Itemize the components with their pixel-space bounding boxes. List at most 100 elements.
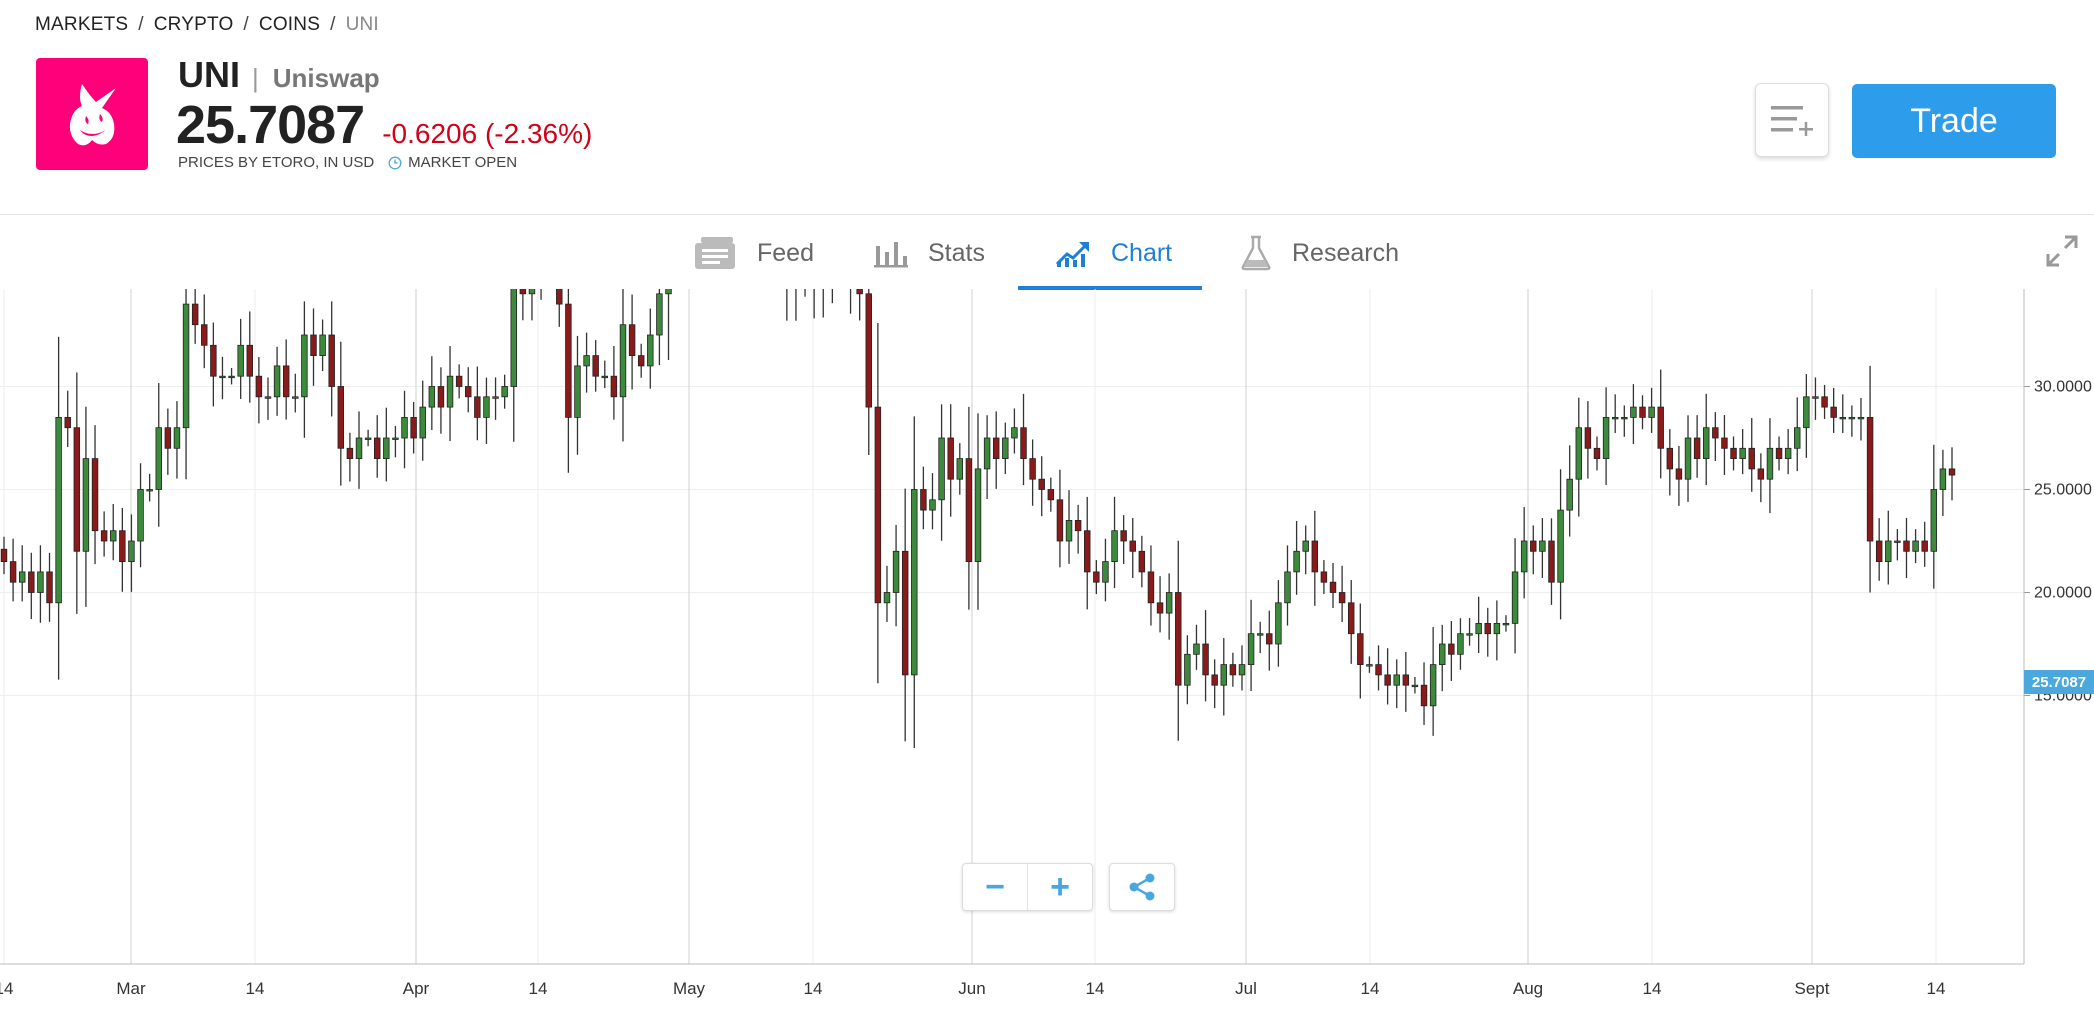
feed-icon bbox=[693, 235, 737, 271]
add-to-watchlist-icon bbox=[1771, 106, 1813, 136]
candle bbox=[1393, 659, 1400, 709]
candle bbox=[146, 473, 153, 502]
candle-body bbox=[1338, 592, 1346, 604]
candle-body bbox=[155, 427, 162, 490]
candle bbox=[246, 311, 253, 403]
candle-body bbox=[182, 303, 190, 429]
candle bbox=[1675, 445, 1683, 506]
zoom-out-button[interactable]: − bbox=[985, 867, 1005, 906]
candle bbox=[1020, 393, 1027, 486]
candle bbox=[1621, 405, 1628, 437]
candle-body bbox=[1584, 427, 1592, 449]
candle-body bbox=[1038, 478, 1045, 490]
candle-body bbox=[1903, 540, 1910, 552]
candle-body bbox=[228, 375, 235, 379]
x-tick-label: 14 bbox=[529, 979, 548, 998]
breadcrumb-separator: / bbox=[243, 14, 249, 35]
candle bbox=[1311, 510, 1319, 606]
breadcrumb-coins[interactable]: COINS bbox=[258, 14, 321, 35]
expand-icon[interactable] bbox=[2044, 233, 2080, 269]
candle bbox=[1211, 659, 1218, 709]
add-to-watchlist-button[interactable] bbox=[1755, 83, 1829, 157]
instrument-header: UNI | Uniswap bbox=[178, 54, 380, 96]
price-chart[interactable]: 40.000035.000030.000025.000020.000015.00… bbox=[0, 289, 2094, 1010]
candle bbox=[1384, 648, 1391, 705]
candle bbox=[1302, 525, 1309, 575]
candle-body bbox=[1839, 416, 1846, 420]
active-tab-indicator bbox=[1018, 286, 1202, 290]
candle-body bbox=[501, 386, 508, 398]
y-tick-label: 20.0000 bbox=[2034, 585, 2092, 602]
candle bbox=[1885, 510, 1892, 585]
candle-body bbox=[1047, 489, 1055, 501]
y-tick-label: 35.0000 bbox=[2034, 289, 2092, 293]
share-button[interactable] bbox=[1109, 863, 1175, 911]
ticker-separator: | bbox=[252, 63, 259, 93]
candle bbox=[73, 372, 81, 614]
zoom-in-button[interactable]: + bbox=[1027, 864, 1092, 910]
candle-body bbox=[401, 416, 408, 439]
candle bbox=[804, 289, 806, 297]
candle bbox=[1065, 490, 1073, 564]
candle-body bbox=[1593, 447, 1601, 460]
candle-body bbox=[1575, 427, 1583, 480]
flask-icon bbox=[1240, 235, 1272, 271]
tab-feed[interactable]: Feed bbox=[693, 215, 814, 291]
candle bbox=[556, 289, 563, 327]
candle-body bbox=[1502, 622, 1510, 626]
candle-body bbox=[273, 365, 281, 398]
candle bbox=[1011, 408, 1018, 454]
zoom-controls: − + bbox=[962, 863, 1093, 911]
tab-stats[interactable]: Stats bbox=[874, 215, 985, 291]
candle bbox=[446, 346, 454, 441]
candle-body bbox=[1885, 540, 1892, 563]
candle bbox=[822, 289, 824, 318]
clock-icon bbox=[388, 156, 402, 170]
candle bbox=[1402, 651, 1410, 712]
candle-body bbox=[1093, 571, 1100, 583]
candle-body bbox=[1411, 684, 1419, 688]
candle-body bbox=[100, 530, 108, 542]
candle-body bbox=[1948, 468, 1956, 476]
candle-body bbox=[1156, 602, 1164, 614]
candle bbox=[228, 367, 235, 385]
candle-body bbox=[1921, 540, 1928, 552]
candle bbox=[901, 488, 909, 742]
tab-research[interactable]: Research bbox=[1240, 215, 1399, 291]
price-change: -0.6206 (-2.36%) bbox=[382, 118, 593, 149]
candle bbox=[1002, 422, 1009, 475]
candle-body bbox=[465, 386, 472, 398]
candle-body bbox=[1466, 633, 1473, 636]
chart-grid bbox=[0, 289, 2024, 964]
chart-controls: − + bbox=[962, 863, 1175, 911]
x-tick-label: 14 bbox=[1086, 979, 1105, 998]
candle-body bbox=[947, 437, 954, 480]
candle-body bbox=[392, 437, 399, 440]
candle bbox=[1912, 529, 1919, 564]
candle bbox=[637, 343, 645, 378]
candle bbox=[1411, 676, 1419, 694]
candle-body bbox=[1129, 540, 1136, 552]
candle-body bbox=[1721, 437, 1728, 449]
x-tick-label: Jul bbox=[1235, 979, 1257, 998]
candle-body bbox=[1002, 437, 1009, 460]
trade-button[interactable]: Trade bbox=[1852, 84, 2056, 158]
candle bbox=[1147, 545, 1155, 626]
candle-body bbox=[1848, 416, 1856, 420]
candle bbox=[1930, 444, 1938, 589]
breadcrumb-crypto[interactable]: CRYPTO bbox=[153, 14, 234, 35]
candle bbox=[82, 406, 90, 607]
candle bbox=[1220, 638, 1227, 716]
breadcrumb-markets[interactable]: MARKETS bbox=[35, 14, 129, 35]
candle-body bbox=[1939, 468, 1947, 490]
candle-body bbox=[1256, 633, 1264, 636]
candle-body bbox=[1666, 447, 1674, 470]
tab-chart[interactable]: Chart bbox=[1055, 215, 1172, 291]
candle bbox=[1193, 624, 1200, 670]
candle-body bbox=[865, 293, 872, 408]
chart-axes: 40.000035.000030.000025.000020.000015.00… bbox=[0, 289, 2092, 998]
candle bbox=[155, 382, 162, 527]
x-tick-label: 14 bbox=[0, 979, 13, 998]
candle-body bbox=[1493, 622, 1501, 635]
price-row: 25.7087 -0.6206 (-2.36%) bbox=[176, 94, 592, 156]
